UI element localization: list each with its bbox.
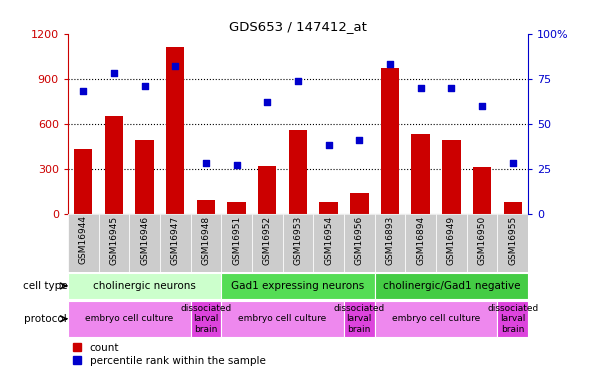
- Bar: [258, 166, 277, 214]
- Bar: [283, 214, 313, 272]
- Text: GSM16947: GSM16947: [171, 216, 180, 265]
- Text: GSM16948: GSM16948: [201, 216, 211, 265]
- Bar: [221, 301, 344, 337]
- Text: cell type: cell type: [22, 281, 67, 291]
- Text: Gad1 expressing neurons: Gad1 expressing neurons: [231, 281, 365, 291]
- Text: cholinergic neurons: cholinergic neurons: [93, 281, 196, 291]
- Text: GSM16952: GSM16952: [263, 216, 272, 265]
- Bar: [104, 116, 123, 214]
- Bar: [129, 214, 160, 272]
- Bar: [99, 214, 129, 272]
- Bar: [68, 301, 191, 337]
- Bar: [191, 214, 221, 272]
- Bar: [411, 134, 430, 214]
- Text: protocol: protocol: [25, 314, 67, 324]
- Title: GDS653 / 147412_at: GDS653 / 147412_at: [229, 20, 367, 33]
- Text: GSM16945: GSM16945: [109, 216, 119, 265]
- Text: GSM16956: GSM16956: [355, 216, 364, 265]
- Text: GSM16955: GSM16955: [508, 216, 517, 265]
- Point: [263, 99, 272, 105]
- Point: [324, 142, 333, 148]
- Text: embryo cell culture: embryo cell culture: [85, 314, 173, 323]
- Text: GSM16951: GSM16951: [232, 216, 241, 265]
- Bar: [497, 214, 528, 272]
- Point: [447, 85, 456, 91]
- Point: [385, 62, 395, 68]
- Point: [171, 63, 180, 69]
- Text: embryo cell culture: embryo cell culture: [392, 314, 480, 323]
- Bar: [436, 214, 467, 272]
- Bar: [467, 214, 497, 272]
- Text: dissociated
larval
brain: dissociated larval brain: [487, 304, 538, 334]
- Bar: [375, 214, 405, 272]
- Bar: [191, 301, 221, 337]
- Bar: [166, 47, 185, 214]
- Text: cholinergic/Gad1 negative: cholinergic/Gad1 negative: [382, 281, 520, 291]
- Bar: [375, 273, 528, 298]
- Point: [232, 162, 241, 168]
- Text: GSM16949: GSM16949: [447, 216, 456, 265]
- Bar: [252, 214, 283, 272]
- Point: [416, 85, 425, 91]
- Text: GSM16944: GSM16944: [78, 216, 88, 264]
- Point: [201, 160, 211, 166]
- Text: GSM16950: GSM16950: [477, 216, 487, 265]
- Bar: [135, 140, 154, 214]
- Text: GSM16953: GSM16953: [293, 216, 303, 265]
- Point: [293, 78, 303, 84]
- Bar: [473, 167, 491, 214]
- Text: dissociated
larval
brain: dissociated larval brain: [181, 304, 231, 334]
- Text: GSM16954: GSM16954: [324, 216, 333, 265]
- Text: embryo cell culture: embryo cell culture: [238, 314, 327, 323]
- Bar: [289, 130, 307, 214]
- Text: dissociated
larval
brain: dissociated larval brain: [334, 304, 385, 334]
- Point: [508, 160, 517, 166]
- Bar: [319, 202, 338, 214]
- Point: [355, 137, 364, 143]
- Bar: [442, 140, 461, 214]
- Bar: [503, 202, 522, 214]
- Bar: [160, 214, 191, 272]
- Bar: [350, 193, 369, 214]
- Point: [140, 83, 149, 89]
- Bar: [313, 214, 344, 272]
- Bar: [221, 214, 252, 272]
- Text: GSM16893: GSM16893: [385, 216, 395, 265]
- Bar: [68, 214, 99, 272]
- Bar: [227, 202, 246, 214]
- Bar: [74, 149, 93, 214]
- Bar: [344, 214, 375, 272]
- Bar: [405, 214, 436, 272]
- Bar: [68, 273, 221, 298]
- Bar: [221, 273, 375, 298]
- Bar: [344, 301, 375, 337]
- Bar: [497, 301, 528, 337]
- Point: [78, 88, 88, 94]
- Bar: [381, 68, 399, 214]
- Legend: count, percentile rank within the sample: count, percentile rank within the sample: [73, 343, 266, 366]
- Text: GSM16894: GSM16894: [416, 216, 425, 265]
- Bar: [196, 200, 215, 214]
- Point: [477, 103, 487, 109]
- Point: [109, 70, 119, 76]
- Text: GSM16946: GSM16946: [140, 216, 149, 265]
- Bar: [375, 301, 497, 337]
